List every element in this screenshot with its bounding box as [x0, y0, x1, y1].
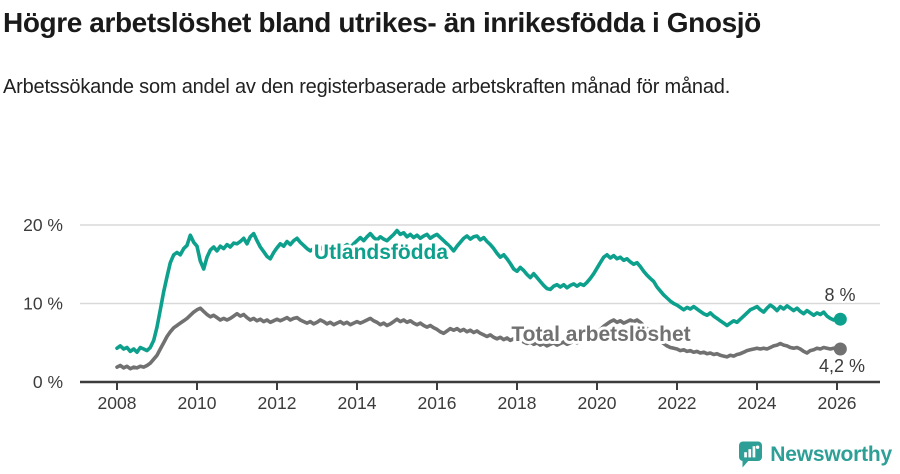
x-axis-tick-label: 2010	[178, 393, 217, 413]
data-series	[115, 228, 847, 371]
y-axis-tick-label: 0 %	[33, 372, 63, 392]
end-value-label-utlandsfodda: 8 %	[824, 285, 855, 305]
x-axis-tick-label: 2012	[258, 393, 297, 413]
end-dot-utlandsfodda	[833, 312, 847, 326]
x-axis-tick-label: 2018	[498, 393, 537, 413]
chart-header: Högre arbetslöshet bland utrikes- än inr…	[3, 4, 883, 105]
series-label-utlandsfodda: Utlandsfödda	[314, 241, 448, 264]
grid-and-axes: 0 % 10 % 20 % 2008 2010 2012 2014 2016 2018 2020 2…	[23, 215, 880, 413]
chart-labels: Utlandsfödda Total arbetslöshet 8 % 4,2 …	[311, 238, 867, 378]
x-axis-tick-label: 2022	[658, 393, 697, 413]
x-axis-tick-label: 2008	[98, 393, 137, 413]
x-axis-tick-label: 2026	[818, 393, 857, 413]
y-axis-tick-label: 20 %	[23, 215, 63, 235]
x-axis-tick-label: 2024	[738, 393, 777, 413]
y-axis-tick-label: 10 %	[23, 294, 63, 314]
line-utlandsfodda	[115, 228, 843, 355]
newsworthy-logo-icon	[739, 441, 763, 468]
end-value-label-total: 4,2 %	[819, 356, 865, 376]
end-dot-total-arbetsloshet	[833, 342, 847, 356]
series-label-total-arbetsloshet: Total arbetslöshet	[511, 323, 690, 346]
page-subtitle: Arbetssökande som andel av den registerb…	[3, 76, 731, 98]
page-title: Högre arbetslöshet bland utrikes- än inr…	[3, 7, 761, 38]
line-total-arbetsloshet	[115, 306, 843, 371]
brand-footer: Newsworthy	[738, 441, 892, 468]
brand-name: Newsworthy	[770, 442, 892, 466]
x-axis-tick-label: 2020	[578, 393, 617, 413]
x-axis-tick-label: 2016	[418, 393, 457, 413]
x-axis-tick-label: 2014	[338, 393, 377, 413]
